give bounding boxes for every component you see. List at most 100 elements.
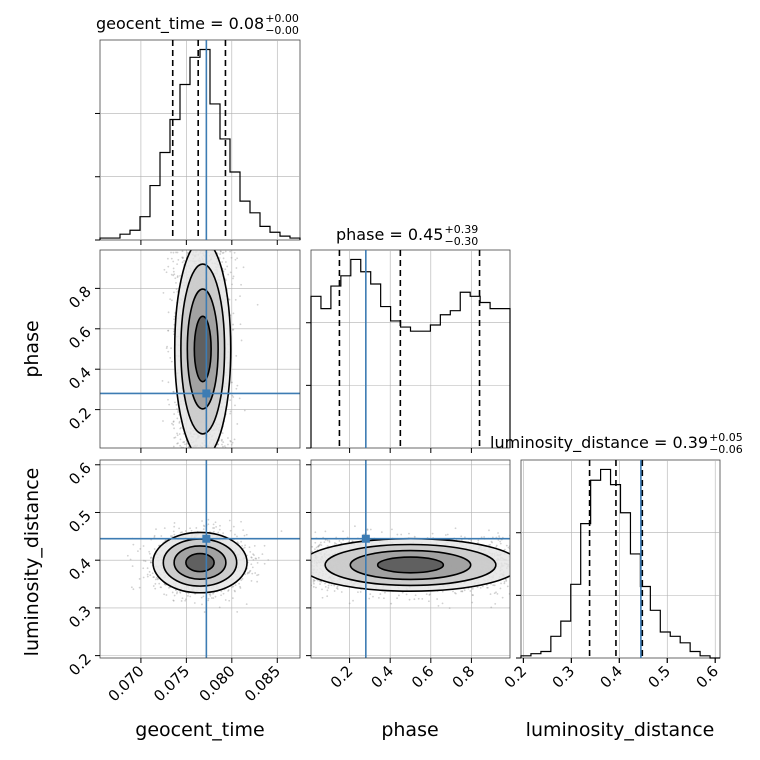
scatter-point: [183, 441, 186, 443]
scatter-point: [490, 540, 493, 543]
scatter-point: [224, 261, 227, 263]
scatter-point: [176, 434, 179, 437]
scatter-point: [173, 525, 176, 528]
scatter-point: [148, 552, 151, 555]
scatter-point: [176, 432, 178, 435]
scatter-point: [154, 587, 157, 590]
scatter-point: [214, 595, 217, 598]
scatter-point: [171, 422, 173, 425]
scatter-point: [172, 270, 175, 273]
title-eq: =: [384, 225, 408, 244]
scatter-point: [239, 585, 241, 588]
scatter-point: [236, 423, 239, 425]
title-eq: =: [649, 433, 673, 452]
title-minus: −0.06: [709, 443, 743, 456]
scatter-point: [243, 409, 246, 412]
scatter-point: [184, 599, 187, 602]
scatter-point: [319, 580, 321, 583]
scatter-point: [177, 411, 180, 414]
scatter-point: [228, 298, 231, 301]
scatter-point: [232, 323, 234, 326]
scatter-point: [201, 520, 203, 522]
hist-panel-phase: [306, 249, 511, 453]
title-minus: −0.30: [444, 235, 478, 248]
scatter-point: [165, 347, 168, 350]
scatter-point: [224, 599, 227, 601]
scatter-point: [173, 533, 176, 536]
scatter-point: [336, 585, 339, 588]
scatter-point: [178, 421, 181, 424]
scatter-point: [212, 527, 214, 529]
scatter-point: [176, 275, 179, 277]
scatter-point: [186, 251, 189, 254]
scatter-point: [230, 381, 233, 384]
density-contour-4: [193, 315, 212, 383]
scatter-point: [491, 536, 494, 539]
title-plus: +0.39: [444, 223, 478, 236]
scatter-point: [333, 584, 336, 587]
scatter-point: [149, 561, 152, 564]
scatter-point: [464, 536, 466, 539]
scatter-point: [222, 441, 225, 444]
hist-panel-luminosity_distance: [516, 459, 721, 663]
scatter-point: [480, 536, 483, 539]
scatter-point: [408, 598, 411, 601]
scatter-point: [229, 412, 232, 415]
scatter-point: [318, 544, 320, 547]
scatter-point: [207, 597, 210, 600]
scatter-point: [240, 520, 242, 523]
scatter-point: [324, 585, 327, 588]
scatter-point: [182, 432, 185, 435]
scatter-point: [169, 298, 172, 301]
scatter-point: [252, 559, 255, 561]
scatter-point: [175, 288, 178, 291]
scatter-point: [174, 277, 177, 280]
scatter-point: [324, 530, 327, 533]
scatter-point: [454, 527, 457, 530]
scatter-point: [183, 259, 186, 262]
scatter-point: [232, 525, 235, 528]
scatter-point: [189, 527, 191, 530]
title-text: phase = 0.45: [336, 225, 443, 244]
scatter-point: [413, 535, 416, 538]
scatter-point: [354, 525, 356, 528]
scatter-point: [166, 257, 169, 260]
title-plus: +0.05: [709, 431, 743, 444]
scatter-point: [471, 594, 474, 596]
scatter-point: [213, 527, 216, 529]
scatter-point: [132, 543, 135, 546]
scatter-point: [313, 579, 315, 582]
scatter-point: [150, 561, 152, 564]
scatter-point: [171, 535, 174, 538]
scatter-point: [236, 541, 239, 544]
scatter-point: [173, 318, 176, 321]
scatter-point: [179, 444, 182, 447]
scatter-point: [234, 584, 237, 587]
scatter-point: [319, 583, 321, 585]
title-name: phase: [336, 225, 384, 244]
scatter-point: [209, 594, 212, 597]
scatter-point: [224, 268, 227, 271]
scatter-point: [471, 601, 474, 604]
scatter-point: [505, 578, 507, 581]
scatter-point: [172, 251, 175, 254]
scatter-point: [437, 604, 440, 607]
scatter-point: [312, 578, 315, 581]
scatter-point: [178, 420, 181, 423]
scatter-point: [178, 433, 181, 435]
scatter-point: [229, 250, 232, 253]
scatter-point: [280, 530, 283, 533]
scatter-point: [162, 420, 164, 422]
scatter-point: [335, 536, 338, 539]
title-value: 0.39: [672, 433, 708, 452]
scatter-point: [151, 572, 154, 575]
scatter-point: [454, 592, 456, 594]
scatter-point: [168, 403, 171, 406]
scatter-point: [221, 252, 224, 254]
scatter-point: [179, 531, 182, 534]
scatter-point: [222, 445, 224, 448]
scatter-point: [222, 532, 225, 535]
title-name: geocent_time: [96, 14, 205, 34]
scatter-point: [217, 531, 220, 534]
scatter-point: [507, 546, 510, 549]
